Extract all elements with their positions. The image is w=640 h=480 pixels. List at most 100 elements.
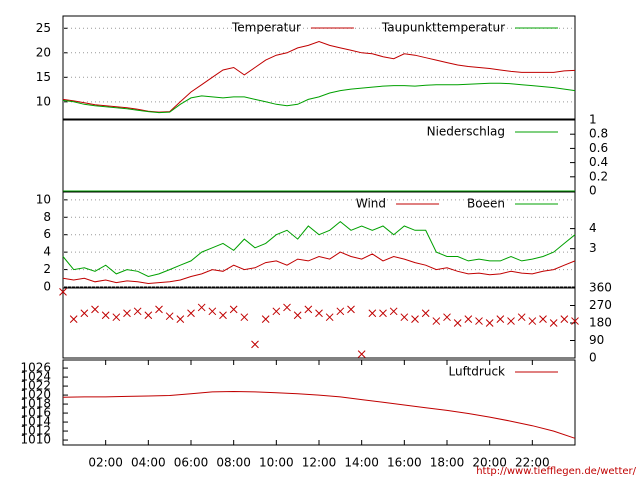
data-point: [80, 309, 89, 318]
y-tick-label: 90: [589, 333, 604, 347]
y-tick-label: 1012: [20, 424, 51, 438]
x-tick-label: 04:00: [131, 456, 166, 470]
panel-frame: [62, 15, 576, 120]
data-point: [347, 305, 355, 314]
data-point: [261, 315, 270, 323]
x-tick-label: 22:00: [515, 456, 550, 470]
y-tick-label: 10: [36, 94, 51, 108]
data-point: [528, 317, 537, 325]
data-point: [155, 305, 163, 314]
y-tick-label: 1020: [20, 388, 51, 402]
y-tick-label: 20: [36, 45, 51, 59]
panel-frame: [62, 287, 576, 359]
data-point: [571, 317, 579, 325]
data-point: [208, 307, 217, 316]
y-tick-label: 1014: [20, 415, 51, 429]
x-tick-label: 14:00: [344, 456, 379, 470]
data-point: [560, 315, 569, 323]
data-point: [283, 303, 291, 312]
x-tick-label: 16:00: [387, 456, 422, 470]
y-tick-label: 8: [43, 210, 51, 224]
data-point: [272, 307, 281, 316]
data-point: [539, 315, 547, 323]
y-tick-label: 25: [36, 21, 51, 35]
data-point: [133, 307, 142, 316]
data-point: [379, 309, 387, 318]
data-point: [59, 288, 67, 296]
data-point: [507, 317, 515, 325]
data-point: [69, 315, 78, 323]
data-point: [91, 305, 99, 314]
data-point: [443, 313, 451, 322]
y-tick-label: 1010: [20, 433, 51, 447]
x-tick-label: 08:00: [216, 456, 251, 470]
data-point: [475, 317, 483, 325]
y-tick-label: 4: [43, 245, 51, 259]
y-tick-label: 1026: [20, 361, 51, 375]
data-point: [112, 313, 121, 322]
x-tick-label: 20:00: [472, 456, 507, 470]
legend-label: Luftdruck: [448, 365, 505, 379]
data-point: [368, 309, 377, 318]
legend-label: Boeen: [467, 197, 505, 211]
data-point: [123, 309, 131, 318]
data-point: [421, 309, 430, 318]
data-point: [165, 312, 174, 321]
data-point: [229, 305, 238, 314]
y-tick-label: 15: [36, 70, 51, 84]
y-tick-label: 1024: [20, 370, 51, 384]
data-point: [453, 319, 462, 327]
y-tick-label: 1: [589, 113, 597, 127]
y-tick-label: 6: [43, 227, 51, 241]
y-tick-label: 1022: [20, 379, 51, 393]
data-point: [389, 307, 398, 316]
y-tick-label: 0.6: [589, 141, 608, 155]
data-point: [304, 305, 313, 314]
legend-label: Wind: [356, 197, 386, 211]
y-tick-label: 2: [43, 262, 51, 276]
y-tick-label: 1016: [20, 406, 51, 420]
data-point: [517, 313, 526, 322]
data-point: [293, 311, 302, 320]
x-tick-label: 18:00: [430, 456, 465, 470]
y-tick-label: 10: [36, 192, 51, 206]
data-point: [400, 313, 409, 322]
data-point: [432, 317, 441, 325]
data-line: [62, 390, 576, 439]
data-point: [197, 303, 206, 312]
data-point: [357, 350, 366, 358]
data-point: [144, 311, 153, 320]
data-point: [496, 315, 505, 323]
y-tick-label: 0: [43, 280, 51, 294]
data-point: [464, 315, 473, 323]
y2-tick-label: 4: [589, 221, 597, 235]
data-point: [101, 311, 110, 320]
y-tick-label: 0.2: [589, 169, 608, 183]
y-tick-label: 0: [589, 184, 597, 198]
x-tick-label: 12:00: [302, 456, 337, 470]
y2-tick-label: 3: [589, 241, 597, 255]
y-tick-label: 0.4: [589, 155, 608, 169]
data-point: [336, 307, 345, 316]
x-tick-label: 06:00: [174, 456, 209, 470]
y-tick-label: 360: [589, 281, 612, 295]
data-point: [219, 311, 227, 320]
y-tick-label: 180: [589, 316, 612, 330]
data-point: [325, 313, 334, 322]
data-line: [62, 82, 576, 114]
data-point: [549, 319, 558, 327]
data-point: [240, 313, 249, 322]
legend-label: Temperatur: [231, 21, 301, 35]
data-point: [315, 309, 323, 318]
data-point: [485, 319, 494, 327]
data-point: [176, 315, 185, 323]
data-point: [251, 340, 259, 349]
legend-label: Niederschlag: [427, 125, 505, 139]
data-point: [187, 309, 195, 318]
y-tick-label: 1018: [20, 397, 51, 411]
x-tick-label: 02:00: [88, 456, 123, 470]
y-tick-label: 0: [589, 351, 597, 365]
source-link[interactable]: http://www.tiefflegen.de/wetter/: [476, 466, 636, 477]
legend-label: Taupunkttemperatur: [381, 21, 505, 35]
